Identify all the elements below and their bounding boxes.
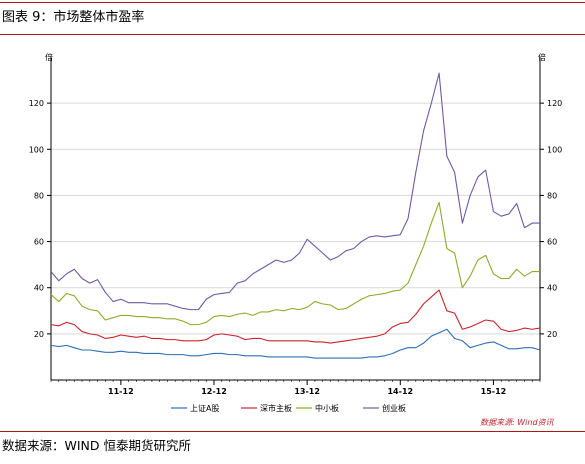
x-tick-label-11-12: 11-12 [108, 387, 134, 396]
legend-label-3: 中小板 [315, 403, 339, 413]
series-lines [50, 72, 541, 359]
series-line-4 [50, 72, 540, 311]
left-tick-label-20: 20 [34, 330, 44, 339]
axes [50, 57, 541, 381]
figure-title: 图表 9：市场整体市盈率 [2, 10, 145, 25]
right-axis-unit: 倍 [538, 52, 546, 62]
series-line-3 [50, 201, 540, 326]
right-tick-label-60: 60 [547, 238, 557, 247]
series-line-2 [50, 289, 541, 344]
x-tick-label-15-12: 15-12 [481, 387, 507, 396]
x-tick-label-13-12: 13-12 [294, 387, 320, 396]
right-tick-label-120: 120 [547, 99, 562, 108]
right-tick-label-20: 20 [547, 330, 557, 339]
legend-label-1: 上证A股 [190, 404, 219, 413]
left-axis-unit: 倍 [45, 52, 53, 62]
left-tick-label-80: 80 [34, 191, 44, 200]
source-note: 数据来源：WIND 恒泰期货研究所 [2, 438, 191, 453]
legend-label-2: 深市主板 [260, 403, 292, 413]
legend: 上证A股 深市主板 中小板 创业板 [171, 403, 406, 413]
axis-ticks: 20 20 40 40 60 60 80 80 100 100 120 120 倍 倍 11-12 12-12… [29, 52, 563, 396]
x-tick-label-12-12: 12-12 [201, 387, 227, 396]
footer-rule [0, 431, 585, 432]
legend-label-4: 创业板 [382, 403, 406, 413]
series-line-1 [50, 328, 541, 359]
title-rule [0, 34, 585, 35]
left-tick-label-100: 100 [29, 145, 44, 154]
wind-watermark: 数据来源: Wind资讯 [480, 418, 554, 427]
x-tick-label-14-12: 14-12 [387, 387, 413, 396]
grid-lines [51, 102, 540, 335]
right-tick-label-40: 40 [547, 284, 557, 293]
right-tick-label-100: 100 [547, 145, 562, 154]
left-tick-label-120: 120 [29, 99, 44, 108]
left-tick-label-60: 60 [34, 238, 44, 247]
top-rule [0, 2, 585, 3]
left-tick-label-40: 40 [34, 284, 44, 293]
right-tick-label-80: 80 [547, 191, 557, 200]
